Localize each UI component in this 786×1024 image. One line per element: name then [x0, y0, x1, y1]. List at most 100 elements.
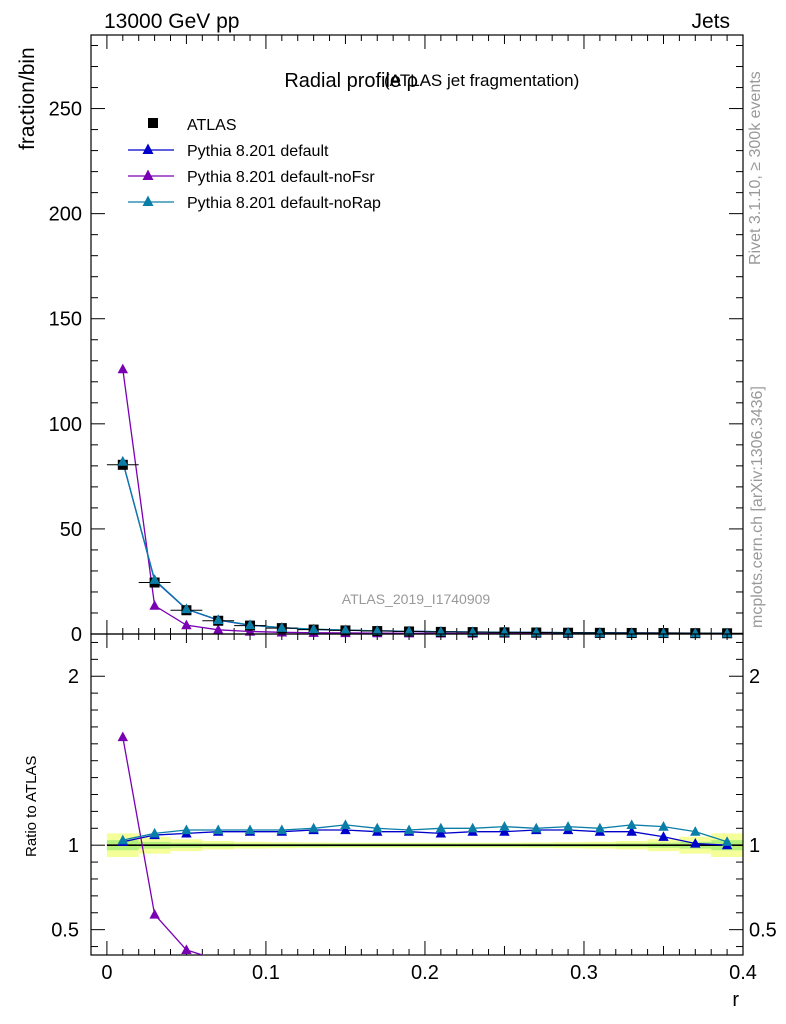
legend-entry-nofsr: Pythia 8.201 default-noFsr [128, 169, 375, 186]
point-nofsr [149, 600, 160, 610]
legend-marker-atlas [148, 118, 158, 128]
ratio-y-tick-label-right: 2 [749, 666, 760, 688]
legend-entry-default: Pythia 8.201 default [128, 143, 329, 160]
x-tick-label: 0.3 [570, 962, 598, 984]
ratio-point-norap [562, 821, 574, 831]
chart-title: Radial profile ρ [284, 70, 418, 92]
header-right: Jets [691, 10, 730, 33]
ratio-point-nofsr [149, 908, 160, 919]
legend-entry-norap: Pythia 8.201 default-noRap [128, 195, 381, 212]
ratio-point-norap [276, 824, 288, 835]
ratio-point-norap [721, 836, 733, 846]
point-norap-top [276, 622, 288, 632]
ratio-point-norap [403, 824, 415, 835]
point-nofsr [181, 619, 192, 630]
legend-marker-default [142, 143, 154, 154]
ratio-point-norap [340, 819, 351, 830]
ratio-point-nofsr [531, 961, 541, 971]
legend-entry-atlas: ATLAS [148, 117, 237, 134]
ratio-point-default [658, 831, 669, 841]
point-norap-top [626, 627, 637, 638]
ratio-point-default [340, 824, 351, 835]
point-norap-top [690, 627, 701, 638]
ratio-line-norap [122, 824, 728, 843]
legend-label-atlas: ATLAS [187, 117, 237, 134]
ratio-point-default [626, 826, 637, 836]
main-y-tick-label: 150 [49, 309, 82, 331]
x-tick-label: 0.2 [411, 962, 439, 984]
ratio-point-norap [212, 824, 224, 835]
point-norap-top [340, 624, 351, 635]
point-norap-top [721, 627, 733, 638]
ratio-panel: 0.5 0.5 1 1 2 2 0 0.1 0.2 0.3 0.4 [51, 633, 777, 984]
ratio-point-norap [117, 834, 129, 845]
series-line-default [122, 461, 728, 634]
ratio-point-nofsr [117, 731, 129, 742]
ratio-point-nofsr [658, 961, 668, 971]
ratio-point-nofsr [181, 944, 192, 955]
series-line-norap [122, 461, 728, 634]
ratio-point-nofsr [372, 961, 382, 971]
header-left: 13000 GeV pp [104, 10, 239, 33]
ratio-point-norap [181, 824, 192, 835]
main-y-tick-label: 200 [49, 204, 82, 226]
ratio-y-tick-label-right: 1 [749, 835, 760, 857]
ratio-point-norap [499, 821, 510, 831]
ratio-point-norap [626, 819, 637, 830]
main-y-tick-label: 250 [49, 99, 82, 121]
x-tick-label: 0.1 [252, 962, 280, 984]
ratio-point-norap [149, 827, 160, 838]
ratio-point-default [690, 837, 701, 848]
ratio-point-nofsr [499, 961, 509, 971]
legend: ATLAS Pythia 8.201 default Pythia 8.201 … [128, 117, 381, 212]
point-norap-top [212, 614, 224, 625]
ratio-line-nofsr [122, 736, 205, 955]
ratio-point-default [499, 826, 510, 836]
legend-marker-nofsr [142, 169, 154, 180]
x-tick-label: 0.4 [729, 962, 757, 984]
point-norap-top [244, 619, 256, 630]
ratio-point-norap [372, 822, 383, 833]
ratio-point-norap [467, 822, 478, 833]
ratio-point-norap [308, 822, 319, 833]
y-axis-label-main: fraction/bin [16, 47, 39, 150]
side-label-mcplots: mcplots.cern.ch [arXiv:1306.3436] [749, 386, 766, 628]
point-norap-top [658, 627, 669, 638]
point-norap-top [117, 456, 129, 466]
ratio-point-nofsr [340, 961, 350, 971]
point-norap-top [181, 603, 192, 614]
point-norap-top [372, 625, 383, 635]
point-norap-top [308, 623, 319, 634]
ratio-point-norap [658, 821, 669, 831]
y-axis-label-ratio: Ratio to ATLAS [23, 756, 40, 857]
point-norap-top [149, 574, 160, 584]
x-axis-label: r [732, 989, 739, 1011]
point-norap-top [403, 625, 415, 636]
ratio-line-default [122, 829, 728, 846]
legend-marker-norap [142, 195, 154, 206]
chart-subtitle: (ATLAS jet fragmentation) [384, 71, 579, 90]
ratio-y-tick-label: 0.5 [51, 920, 79, 942]
legend-label-norap: Pythia 8.201 default-noRap [187, 195, 381, 212]
main-y-tick-label: 50 [60, 519, 82, 541]
point-nofsr [117, 363, 129, 374]
point-nofsr [244, 625, 256, 636]
ratio-point-nofsr [217, 954, 219, 955]
ratio-point-nofsr [626, 961, 636, 971]
legend-label-default: Pythia 8.201 default [187, 143, 329, 160]
ratio-y-tick-label: 2 [68, 666, 79, 688]
x-tick-label: 0 [101, 962, 112, 984]
ratio-y-tick-label: 1 [68, 835, 79, 857]
ratio-point-nofsr [467, 961, 477, 971]
main-y-tick-label: 100 [49, 414, 82, 436]
ratio-point-norap [594, 822, 606, 833]
ratio-point-nofsr [308, 961, 318, 971]
legend-label-nofsr: Pythia 8.201 default-noFsr [187, 169, 375, 186]
side-label-rivet: Rivet 3.1.10, ≥ 300k events [747, 71, 764, 265]
ratio-point-norap [435, 822, 447, 833]
ratio-point-norap [244, 824, 256, 835]
ratio-point-default [435, 827, 447, 838]
watermark: ATLAS_2019_I1740909 [342, 591, 491, 607]
ratio-point-nofsr [690, 961, 700, 971]
main-y-tick-label: 0 [71, 624, 82, 646]
